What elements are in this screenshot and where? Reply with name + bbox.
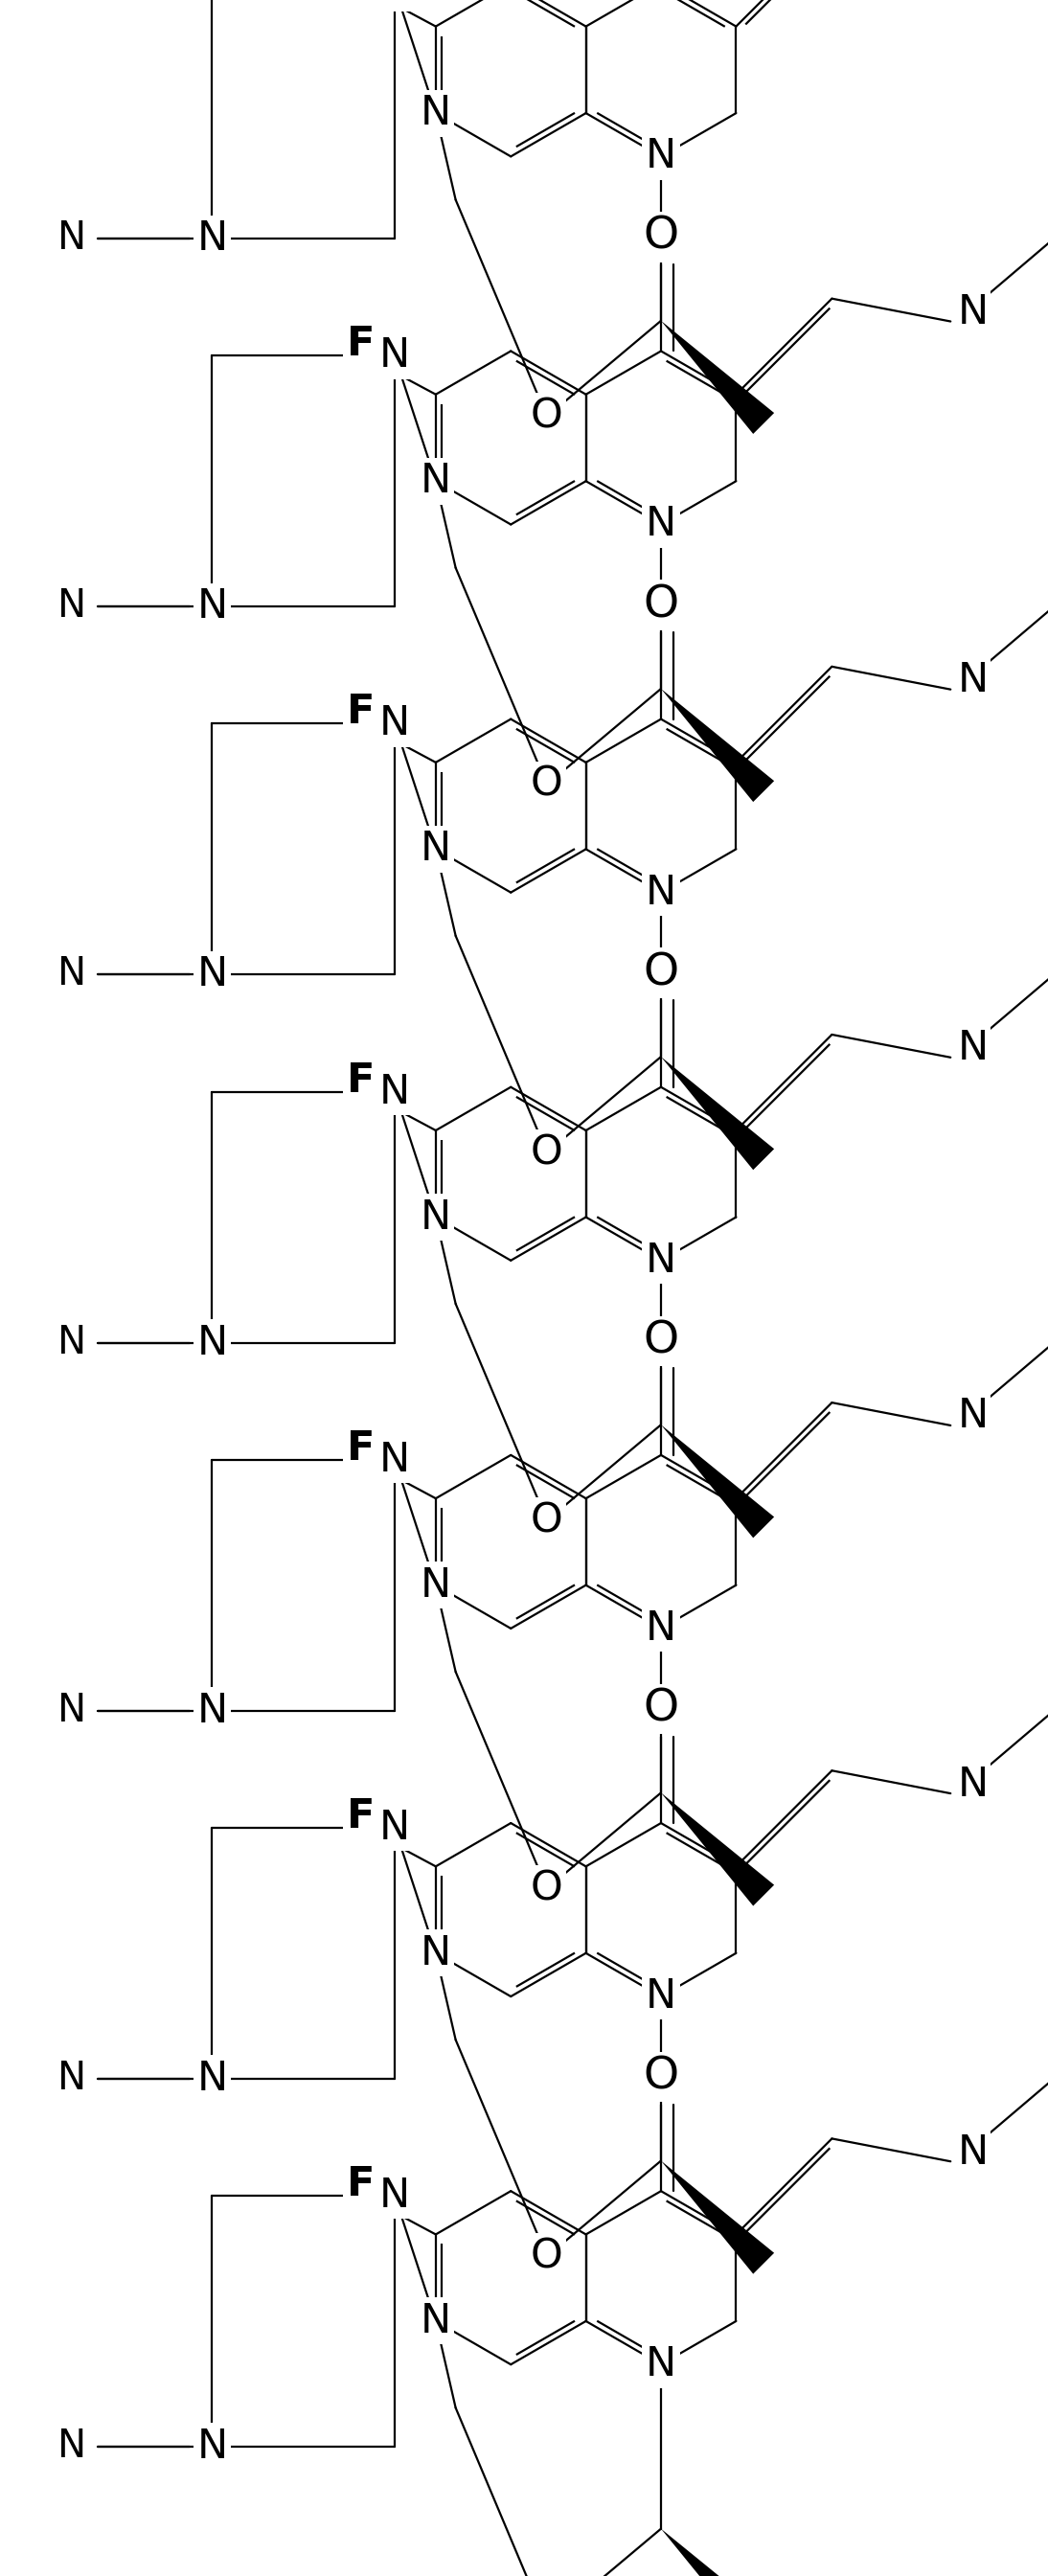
Text: N: N: [958, 291, 988, 332]
Text: N: N: [646, 1607, 676, 1649]
Text: N: N: [197, 587, 227, 626]
Text: O: O: [530, 1499, 563, 1540]
Text: N: N: [197, 1321, 227, 1363]
Text: F: F: [347, 1795, 374, 1837]
Text: N: N: [58, 2427, 87, 2465]
Text: N: N: [379, 0, 410, 8]
Text: 或: 或: [968, 1765, 981, 1783]
Text: F: F: [347, 693, 374, 732]
Text: N: N: [420, 93, 451, 134]
Text: N: N: [646, 1242, 676, 1280]
Text: N: N: [379, 703, 410, 744]
Text: O: O: [530, 1133, 563, 1172]
Text: N: N: [58, 219, 87, 258]
Text: N: N: [646, 137, 676, 178]
Text: N: N: [58, 587, 87, 626]
Text: N: N: [420, 1566, 451, 1605]
Text: N: N: [379, 335, 410, 376]
Text: F: F: [347, 1061, 374, 1100]
Text: F: F: [347, 1427, 374, 1468]
Text: N: N: [379, 1440, 410, 1479]
Text: N: N: [646, 505, 676, 544]
Text: O: O: [643, 1687, 679, 1731]
Text: N: N: [958, 2133, 988, 2172]
Text: N: N: [58, 956, 87, 994]
Text: N: N: [58, 1324, 87, 1363]
Text: N: N: [420, 2300, 451, 2342]
Polygon shape: [661, 1425, 774, 1538]
Text: N: N: [958, 659, 988, 701]
Text: N: N: [420, 1932, 451, 1973]
Text: 或: 或: [968, 291, 981, 312]
Text: O: O: [530, 2236, 563, 2277]
Text: N: N: [379, 2177, 410, 2215]
Text: O: O: [643, 1319, 679, 1363]
Text: N: N: [958, 1765, 988, 1803]
Text: O: O: [643, 2056, 679, 2099]
Polygon shape: [661, 2161, 774, 2275]
Text: N: N: [958, 1028, 988, 1069]
Text: N: N: [646, 1976, 676, 2017]
Text: N: N: [379, 1808, 410, 1847]
Text: N: N: [58, 1692, 87, 1728]
Text: F: F: [347, 325, 374, 363]
Text: O: O: [643, 216, 679, 258]
Text: N: N: [420, 1198, 451, 1236]
Text: O: O: [530, 765, 563, 804]
Text: F: F: [347, 2164, 374, 2205]
Text: 或: 或: [968, 2133, 981, 2151]
Polygon shape: [661, 1056, 774, 1170]
Text: O: O: [530, 1868, 563, 1909]
Text: N: N: [197, 956, 227, 994]
Text: N: N: [646, 873, 676, 912]
Text: 或: 或: [968, 1028, 981, 1048]
Text: N: N: [958, 1396, 988, 1437]
Text: N: N: [420, 461, 451, 502]
Text: 或: 或: [968, 659, 981, 680]
Text: N: N: [58, 2058, 87, 2097]
Text: O: O: [643, 582, 679, 626]
Text: N: N: [197, 219, 227, 258]
Text: N: N: [197, 2427, 227, 2468]
Polygon shape: [661, 322, 774, 433]
Polygon shape: [661, 688, 774, 801]
Polygon shape: [661, 1793, 774, 1906]
Text: N: N: [197, 1690, 227, 1731]
Text: N: N: [646, 2344, 676, 2385]
Text: N: N: [379, 1072, 410, 1113]
Text: N: N: [197, 2058, 227, 2099]
Text: 或: 或: [968, 1396, 981, 1414]
Text: O: O: [530, 397, 563, 438]
Text: O: O: [643, 951, 679, 994]
Text: N: N: [420, 829, 451, 868]
Polygon shape: [661, 2530, 774, 2576]
